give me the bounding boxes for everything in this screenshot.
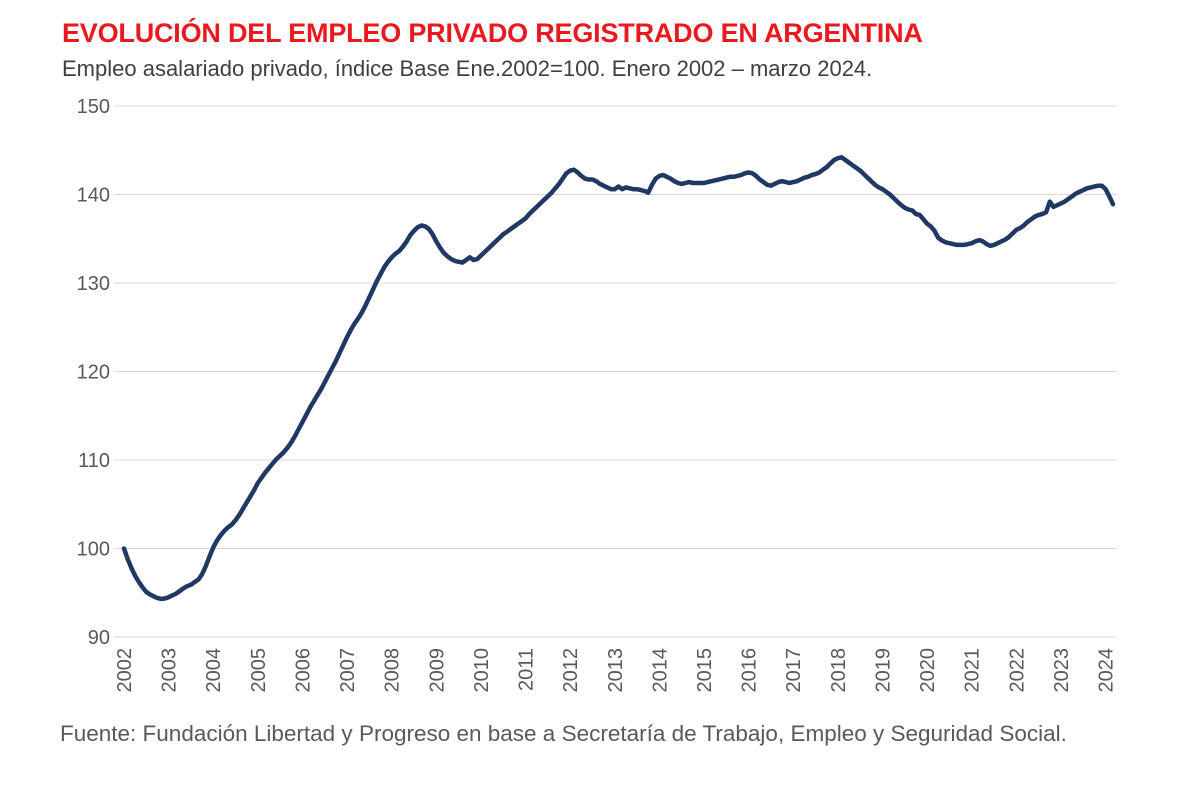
x-axis-tick-label: 2007 <box>337 648 359 693</box>
x-axis-tick-label: 2019 <box>872 648 894 693</box>
x-axis-tick-label: 2014 <box>649 648 671 693</box>
x-axis-labels: 2002 2003 2004 2005 2006 2007 2008 2009 2010 2011… <box>114 648 1118 693</box>
x-axis-tick-label: 2020 <box>917 648 939 693</box>
x-axis-tick-label: 2008 <box>382 648 404 693</box>
line-series-layer <box>121 155 1116 602</box>
x-axis-tick-label: 2024 <box>1096 648 1118 693</box>
source-note: Fuente: Fundación Libertad y Progreso en… <box>60 721 1067 746</box>
y-axis-tick-label: 120 <box>77 362 110 384</box>
x-axis-tick-label: 2004 <box>203 648 225 693</box>
x-axis-tick-label: 2021 <box>962 648 984 693</box>
x-axis-tick-label: 2006 <box>292 648 314 693</box>
x-axis-tick-label: 2010 <box>471 648 493 693</box>
y-axis-tick-label: 90 <box>88 627 110 649</box>
x-axis-tick-label: 2015 <box>694 648 716 693</box>
x-axis-tick-label: 2005 <box>248 648 270 693</box>
gridlines <box>114 105 1117 638</box>
y-axis-labels: 90 100 110 120 130 140 150 <box>77 96 110 649</box>
x-axis-tick-label: 2011 <box>516 648 538 691</box>
y-axis-tick-label: 140 <box>77 185 110 207</box>
y-axis-tick-label: 150 <box>77 96 110 118</box>
chart-subtitle: Empleo asalariado privado, índice Base E… <box>62 56 873 81</box>
x-axis-tick-label: 2016 <box>739 648 761 693</box>
x-axis-tick-label: 2023 <box>1051 648 1073 693</box>
x-axis-tick-label: 2002 <box>114 648 136 693</box>
employment-index-line <box>121 155 1116 602</box>
x-axis-tick-label: 2009 <box>426 648 448 693</box>
page-title: EVOLUCIÓN DEL EMPLEO PRIVADO REGISTRADO … <box>62 18 923 48</box>
x-axis-tick-label: 2013 <box>605 648 627 693</box>
y-axis-tick-label: 130 <box>77 273 110 295</box>
y-axis-tick-label: 110 <box>78 450 110 472</box>
x-axis-tick-label: 2017 <box>783 648 805 693</box>
x-axis-tick-label: 2012 <box>560 648 582 693</box>
x-axis-tick-label: 2003 <box>159 648 181 693</box>
y-axis-tick-label: 100 <box>77 539 110 561</box>
x-axis-tick-label: 2018 <box>828 648 850 693</box>
x-axis-tick-label: 2022 <box>1006 648 1028 693</box>
